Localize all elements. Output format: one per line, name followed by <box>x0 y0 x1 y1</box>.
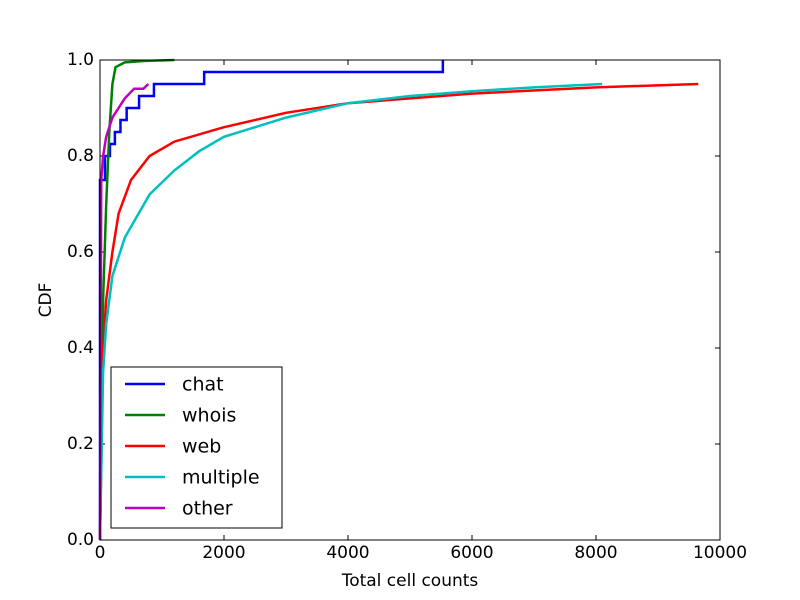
series-line <box>98 60 445 540</box>
y-tick-label: 0.6 <box>67 242 94 262</box>
series-line <box>98 58 175 541</box>
y-tick-label: 0.2 <box>67 434 94 454</box>
series-line <box>98 82 699 541</box>
x-tick-label: 4000 <box>326 543 369 563</box>
legend-label: multiple <box>182 467 260 489</box>
legend-label: other <box>182 498 233 520</box>
y-tick-label: 0.8 <box>67 146 94 166</box>
legend-label: web <box>182 436 221 458</box>
legend-label: whois <box>182 405 236 427</box>
x-tick-label: 10000 <box>693 543 747 563</box>
series-line <box>98 83 150 541</box>
legend-label: chat <box>182 374 224 396</box>
x-tick-label: 8000 <box>574 543 617 563</box>
y-axis-label: CDF <box>36 283 56 318</box>
plot-frame <box>99 59 721 541</box>
x-tick-label: 6000 <box>450 543 493 563</box>
x-tick-label: 0 <box>95 543 106 563</box>
y-tick-label: 0.0 <box>67 530 94 550</box>
y-tick-label: 1.0 <box>67 50 94 70</box>
y-tick-label: 0.4 <box>67 338 94 358</box>
series-line <box>98 82 603 541</box>
x-tick-label: 2000 <box>202 543 245 563</box>
legend-box <box>110 366 283 529</box>
x-axis-label: Total cell counts <box>341 571 479 591</box>
